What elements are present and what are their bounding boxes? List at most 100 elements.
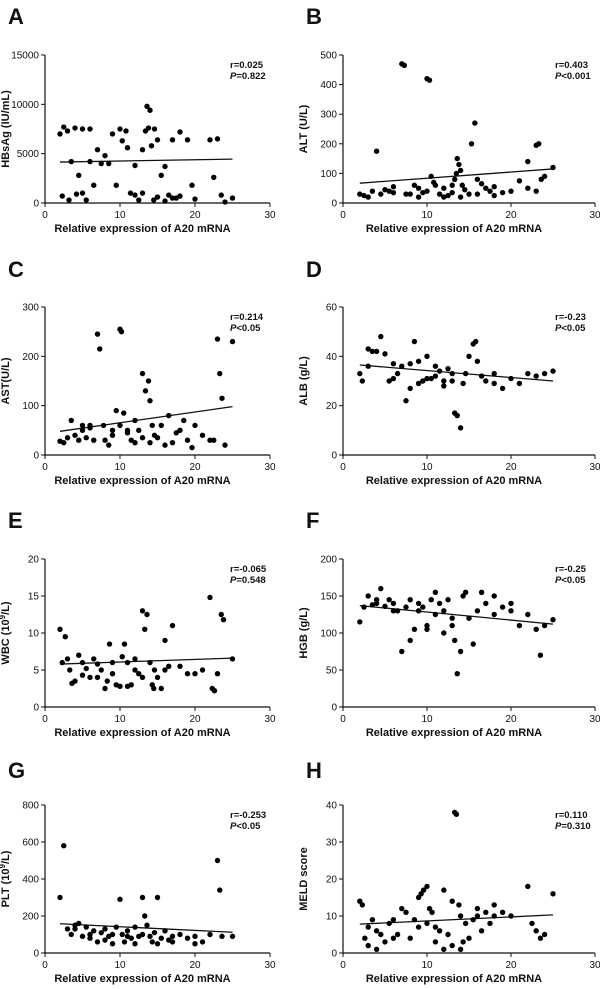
data-point <box>436 191 443 197</box>
data-point <box>394 608 401 614</box>
data-point <box>378 931 384 938</box>
data-point <box>162 442 168 448</box>
data-point <box>72 432 78 438</box>
x-axis-label: Relative expression of A20 mRNA <box>54 727 230 739</box>
data-point <box>100 422 107 429</box>
x-tick-label: 20 <box>189 960 201 971</box>
y-tick-label: 0 <box>331 199 337 210</box>
y-tick-label: 100 <box>22 401 39 412</box>
data-point <box>424 626 430 632</box>
correlation-r: r=-0.065 <box>230 564 267 575</box>
y-axis-label-main: AST(U/L) <box>0 357 12 404</box>
data-point <box>550 891 556 897</box>
correlation-r: r=0.214 <box>230 312 264 323</box>
data-point <box>79 672 86 678</box>
data-point <box>457 648 464 655</box>
data-point <box>207 137 213 143</box>
y-tick-label: 300 <box>22 303 39 314</box>
data-point <box>478 928 485 934</box>
p-value-symbol: P <box>230 323 237 334</box>
data-point <box>529 920 535 927</box>
data-point <box>478 589 485 595</box>
y-axis-label: PLT (109/L) <box>0 850 12 907</box>
panel-f: F 0 50 100 150 200 0 10 20 30 Relative expression … <box>298 508 600 739</box>
y-axis-label-main: PLT (10 <box>0 868 12 907</box>
y-tick-label: 0 <box>331 949 337 960</box>
data-point <box>441 608 447 614</box>
data-point <box>117 896 123 903</box>
data-point <box>132 667 138 673</box>
p-value-symbol: P <box>230 821 237 832</box>
data-point <box>369 188 376 194</box>
data-point <box>441 378 447 384</box>
data-point <box>214 336 221 342</box>
data-point <box>151 126 158 132</box>
data-point <box>214 857 221 864</box>
data-point <box>473 338 479 345</box>
data-point <box>394 370 401 377</box>
data-point <box>470 917 476 923</box>
x-tick-label: 10 <box>421 210 433 221</box>
data-point <box>462 589 469 595</box>
data-point <box>407 385 413 392</box>
data-point <box>449 378 455 384</box>
data-point <box>113 182 119 188</box>
data-point <box>386 378 392 384</box>
y-axis-label: MELD score <box>298 847 310 911</box>
y-tick-label: 40 <box>326 352 338 363</box>
data-point <box>445 597 451 603</box>
data-point <box>390 600 397 607</box>
data-point <box>109 671 116 677</box>
y-tick-label: 100 <box>320 629 337 640</box>
p-value: P<0.05 <box>555 323 586 334</box>
data-point <box>456 161 462 168</box>
data-point <box>432 373 439 379</box>
data-point <box>151 667 158 673</box>
data-point <box>468 141 475 147</box>
data-point <box>169 939 176 945</box>
data-point <box>72 125 78 131</box>
y-tick-label: 0 <box>33 703 39 714</box>
data-point <box>445 192 451 199</box>
y-tick-label: 15000 <box>11 51 39 62</box>
data-point <box>222 199 228 205</box>
data-point <box>166 412 172 419</box>
data-point <box>487 188 493 194</box>
data-point <box>436 600 443 607</box>
y-axis-label: HGB (g/L) <box>298 607 310 659</box>
data-point <box>57 131 63 137</box>
data-point <box>64 435 71 441</box>
x-tick-label: 30 <box>264 960 276 971</box>
data-point <box>428 375 434 382</box>
data-point <box>102 685 108 692</box>
data-point <box>119 931 125 938</box>
data-point <box>211 437 217 443</box>
x-axis-label: Relative expression of A20 mRNA <box>366 223 542 235</box>
data-point <box>536 141 542 147</box>
x-tick-label: 30 <box>589 960 600 971</box>
data-point <box>87 126 93 132</box>
data-point <box>508 188 514 194</box>
data-point <box>162 637 168 644</box>
data-point <box>373 600 380 607</box>
data-point <box>452 176 458 183</box>
data-point <box>365 924 371 930</box>
data-point <box>124 683 131 689</box>
data-point <box>142 388 149 394</box>
data-point <box>123 128 129 134</box>
data-point <box>144 103 150 110</box>
data-point <box>550 164 556 171</box>
data-point <box>102 937 108 943</box>
x-axis-label: Relative expression of A20 mRNA <box>366 973 542 985</box>
data-point <box>199 432 206 438</box>
y-tick-label: 40 <box>326 801 338 812</box>
data-point <box>453 170 460 177</box>
data-point <box>403 191 409 197</box>
panel-letter: G <box>8 758 25 783</box>
y-axis-label: HBsAg (IU/mL) <box>0 90 12 168</box>
data-point <box>541 173 548 180</box>
data-point <box>541 931 548 938</box>
x-tick-label: 10 <box>114 714 126 725</box>
data-point <box>499 385 506 392</box>
x-tick-label: 20 <box>505 714 517 725</box>
